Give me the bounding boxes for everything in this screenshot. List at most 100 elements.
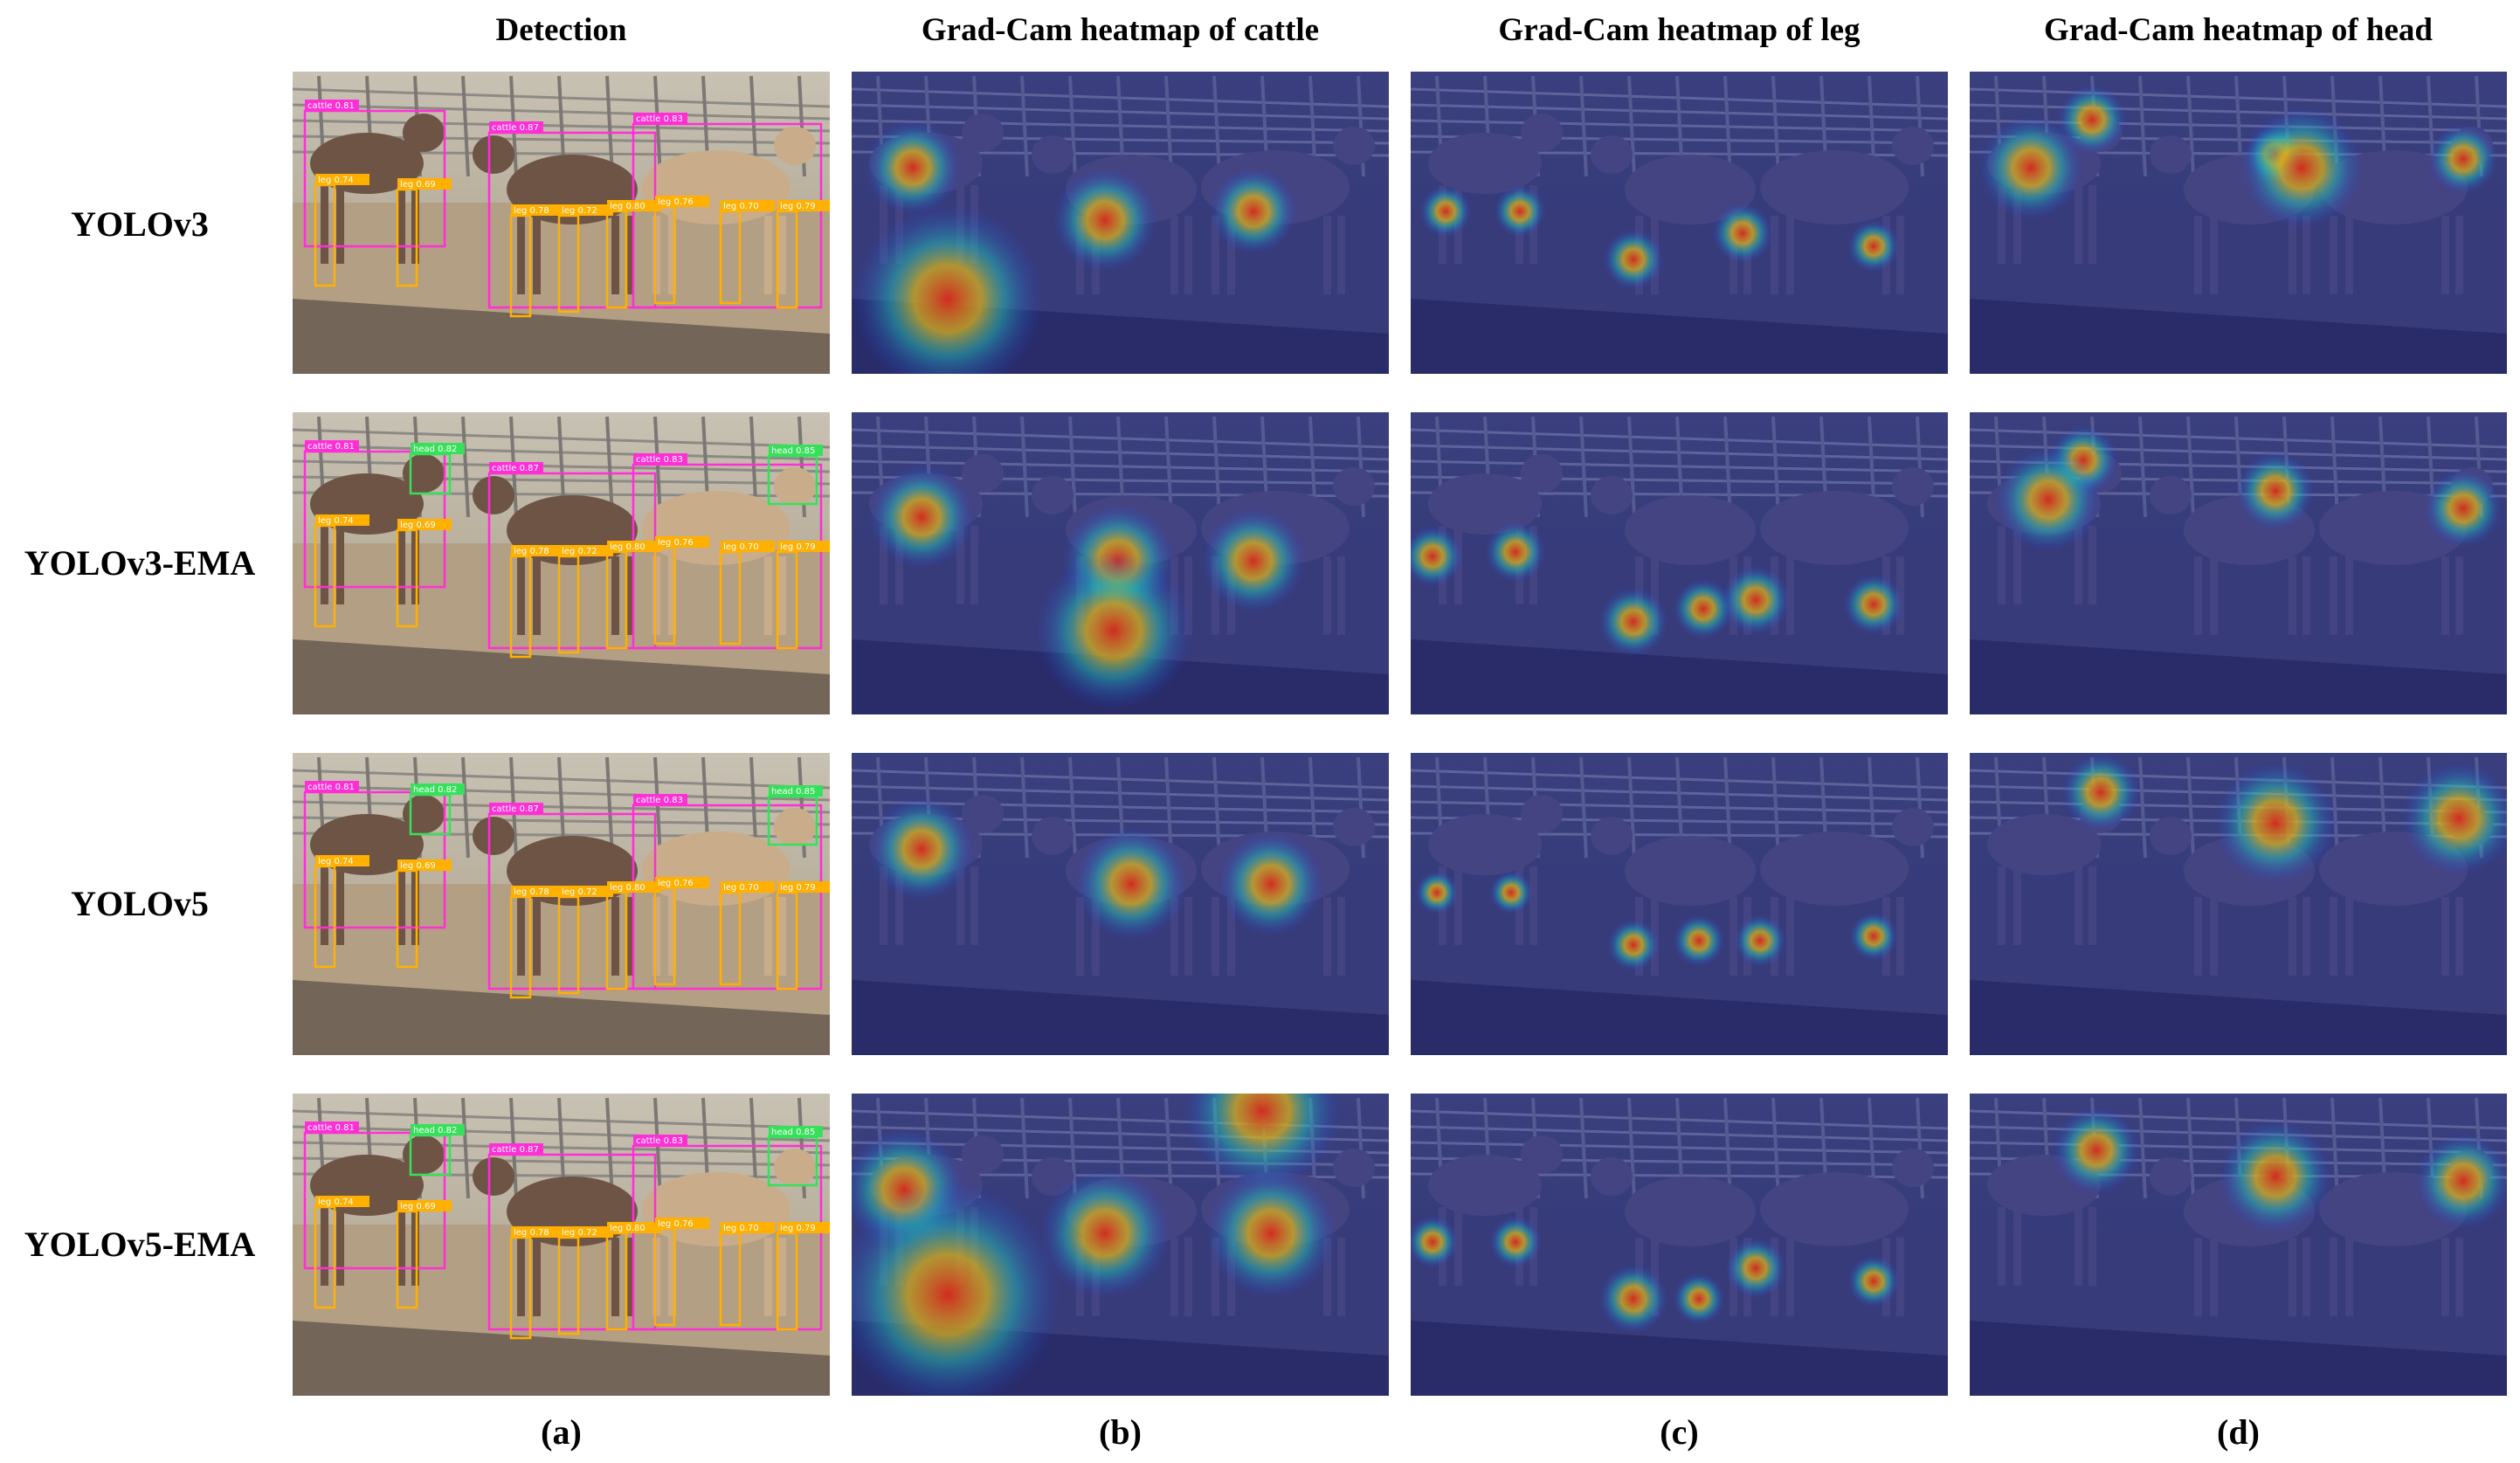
heatmap-activation <box>1734 914 1786 967</box>
heatmap-activation <box>2402 762 2507 875</box>
leg-detection-box: leg 0.80 <box>605 200 661 309</box>
leg-detection-box: leg 0.69 <box>396 178 452 287</box>
leg-confidence-label: leg 0.78 <box>514 206 549 216</box>
leg-detection-box: leg 0.74 <box>314 514 369 628</box>
head-confidence-label: head 0.82 <box>413 785 457 795</box>
heatmap-activation <box>1074 827 1188 941</box>
leg-detection-box: leg 0.79 <box>776 881 830 990</box>
heatmap-activation <box>2424 469 2503 548</box>
heatmap-activation <box>1978 115 2083 220</box>
heatmap-activation <box>2214 762 2337 884</box>
heatmap-activation <box>2053 1107 2140 1194</box>
heatmap-activation <box>1489 871 1533 914</box>
leg-detection-box: leg 0.70 <box>719 881 775 986</box>
leg-confidence-label: leg 0.76 <box>658 1219 694 1229</box>
cattle-confidence-label: cattle 0.81 <box>307 101 355 111</box>
heatmap-activation <box>865 120 961 216</box>
heatmap-activation <box>1184 1094 1341 1190</box>
head-confidence-label: head 0.85 <box>771 446 815 456</box>
heatmap-activation <box>1721 565 1791 635</box>
panel-label-d: (d) <box>2217 1412 2260 1452</box>
heatmap-activation <box>852 1181 1061 1396</box>
gradcam-heatmap-image <box>852 753 1389 1055</box>
detection-image: cattle 0.81 cattle 0.87 cattle 0.83 head 0.… <box>293 1094 830 1396</box>
heatmap-activation <box>1849 912 1898 961</box>
leg-confidence-label: leg 0.69 <box>400 521 436 530</box>
leg-confidence-label: leg 0.79 <box>780 202 816 211</box>
leg-detection-box: leg 0.69 <box>396 1200 452 1309</box>
cattle-confidence-label: cattle 0.83 <box>636 796 683 805</box>
head-detection-box: head 0.82 <box>409 783 465 836</box>
cattle-detection-box: cattle 0.83 <box>632 1135 823 1331</box>
cattle-detection-box: cattle 0.83 <box>632 794 823 990</box>
heatmap-activation <box>2057 85 2127 155</box>
head-confidence-label: head 0.82 <box>413 1126 457 1135</box>
heatmap-activation <box>1843 574 1904 635</box>
heatmap-activation <box>1996 447 2101 552</box>
cattle-confidence-label: cattle 0.83 <box>636 114 683 124</box>
heatmap-activation <box>1035 552 1192 709</box>
gradcam-heatmap-image <box>1411 412 1948 714</box>
column-title-cattle-heatmap: Grad-Cam heatmap of cattle <box>921 12 1320 48</box>
column-title-detection: Detection <box>495 12 627 48</box>
leg-confidence-label: leg 0.70 <box>723 1224 759 1233</box>
leg-detection-box: leg 0.79 <box>776 1222 830 1331</box>
leg-detection-box: leg 0.80 <box>605 1222 661 1331</box>
leg-detection-box: leg 0.69 <box>396 859 452 969</box>
heatmap-activation <box>1419 185 1472 238</box>
heatmap-activation <box>1598 587 1668 657</box>
row-label-yolov3: YOLOv3 <box>71 204 209 244</box>
heatmap-activation <box>2236 452 2315 530</box>
gradcam-heatmap-image <box>852 72 1389 374</box>
row-label-yolov5: YOLOv5 <box>71 884 209 923</box>
heatmap-activation <box>1673 578 1734 639</box>
gradcam-heatmap-image <box>852 1094 1389 1396</box>
heatmap-activation <box>1603 229 1664 290</box>
leg-confidence-label: leg 0.70 <box>723 883 759 893</box>
leg-confidence-label: leg 0.74 <box>318 857 354 866</box>
column-title-leg-heatmap: Grad-Cam heatmap of leg <box>1498 12 1861 48</box>
cattle-confidence-label: cattle 0.87 <box>492 464 539 473</box>
leg-detection-box: leg 0.72 <box>557 545 613 654</box>
column-title-head-heatmap: Grad-Cam heatmap of head <box>2043 12 2433 48</box>
leg-confidence-label: leg 0.78 <box>514 887 549 897</box>
heatmap-activation <box>1039 1168 1170 1299</box>
leg-detection-box: leg 0.70 <box>719 200 775 305</box>
leg-detection-box: leg 0.80 <box>605 541 661 650</box>
leg-detection-box: leg 0.74 <box>314 1196 369 1309</box>
head-detection-box: head 0.85 <box>767 1126 823 1187</box>
leg-detection-box: leg 0.76 <box>653 877 709 986</box>
leg-detection-box: leg 0.80 <box>605 881 661 990</box>
leg-confidence-label: leg 0.76 <box>658 538 694 548</box>
heatmap-activation <box>852 203 1044 374</box>
leg-confidence-label: leg 0.74 <box>318 176 354 185</box>
heatmap-activation <box>2219 1120 2332 1233</box>
leg-detection-box: leg 0.72 <box>557 886 613 995</box>
gradcam-heatmap-image <box>1970 412 2507 714</box>
heatmap-activation <box>2061 753 2140 832</box>
heatmap-activation <box>1205 1168 1336 1299</box>
leg-confidence-label: leg 0.79 <box>780 883 816 893</box>
heatmap-activation <box>2240 107 2363 229</box>
leg-confidence-label: leg 0.72 <box>562 887 597 897</box>
heatmap-activation <box>1847 1255 1900 1308</box>
heatmap-activation <box>869 797 974 901</box>
head-detection-box: head 0.85 <box>767 445 823 506</box>
panel-label-c: (c) <box>1660 1412 1699 1452</box>
cattle-detection-box: cattle 0.83 <box>632 113 823 309</box>
head-confidence-label: head 0.82 <box>413 445 457 454</box>
leg-confidence-label: leg 0.70 <box>723 202 759 211</box>
cattle-confidence-label: cattle 0.83 <box>636 1136 683 1146</box>
heatmap-activation <box>1201 508 1306 613</box>
leg-confidence-label: leg 0.69 <box>400 1202 436 1211</box>
leg-detection-box: leg 0.70 <box>719 1222 775 1327</box>
heatmap-activation <box>1415 871 1459 914</box>
gradcam-heatmap-image <box>1411 72 1948 374</box>
gradcam-heatmap-image <box>1970 753 2507 1055</box>
heatmap-activation <box>2428 124 2498 194</box>
head-confidence-label: head 0.85 <box>771 787 815 797</box>
head-detection-box: head 0.82 <box>409 443 465 495</box>
detection-image: cattle 0.81 cattle 0.87 cattle 0.83 head 0.… <box>293 412 830 714</box>
leg-detection-box: leg 0.79 <box>776 200 830 309</box>
leg-confidence-label: leg 0.69 <box>400 861 436 871</box>
